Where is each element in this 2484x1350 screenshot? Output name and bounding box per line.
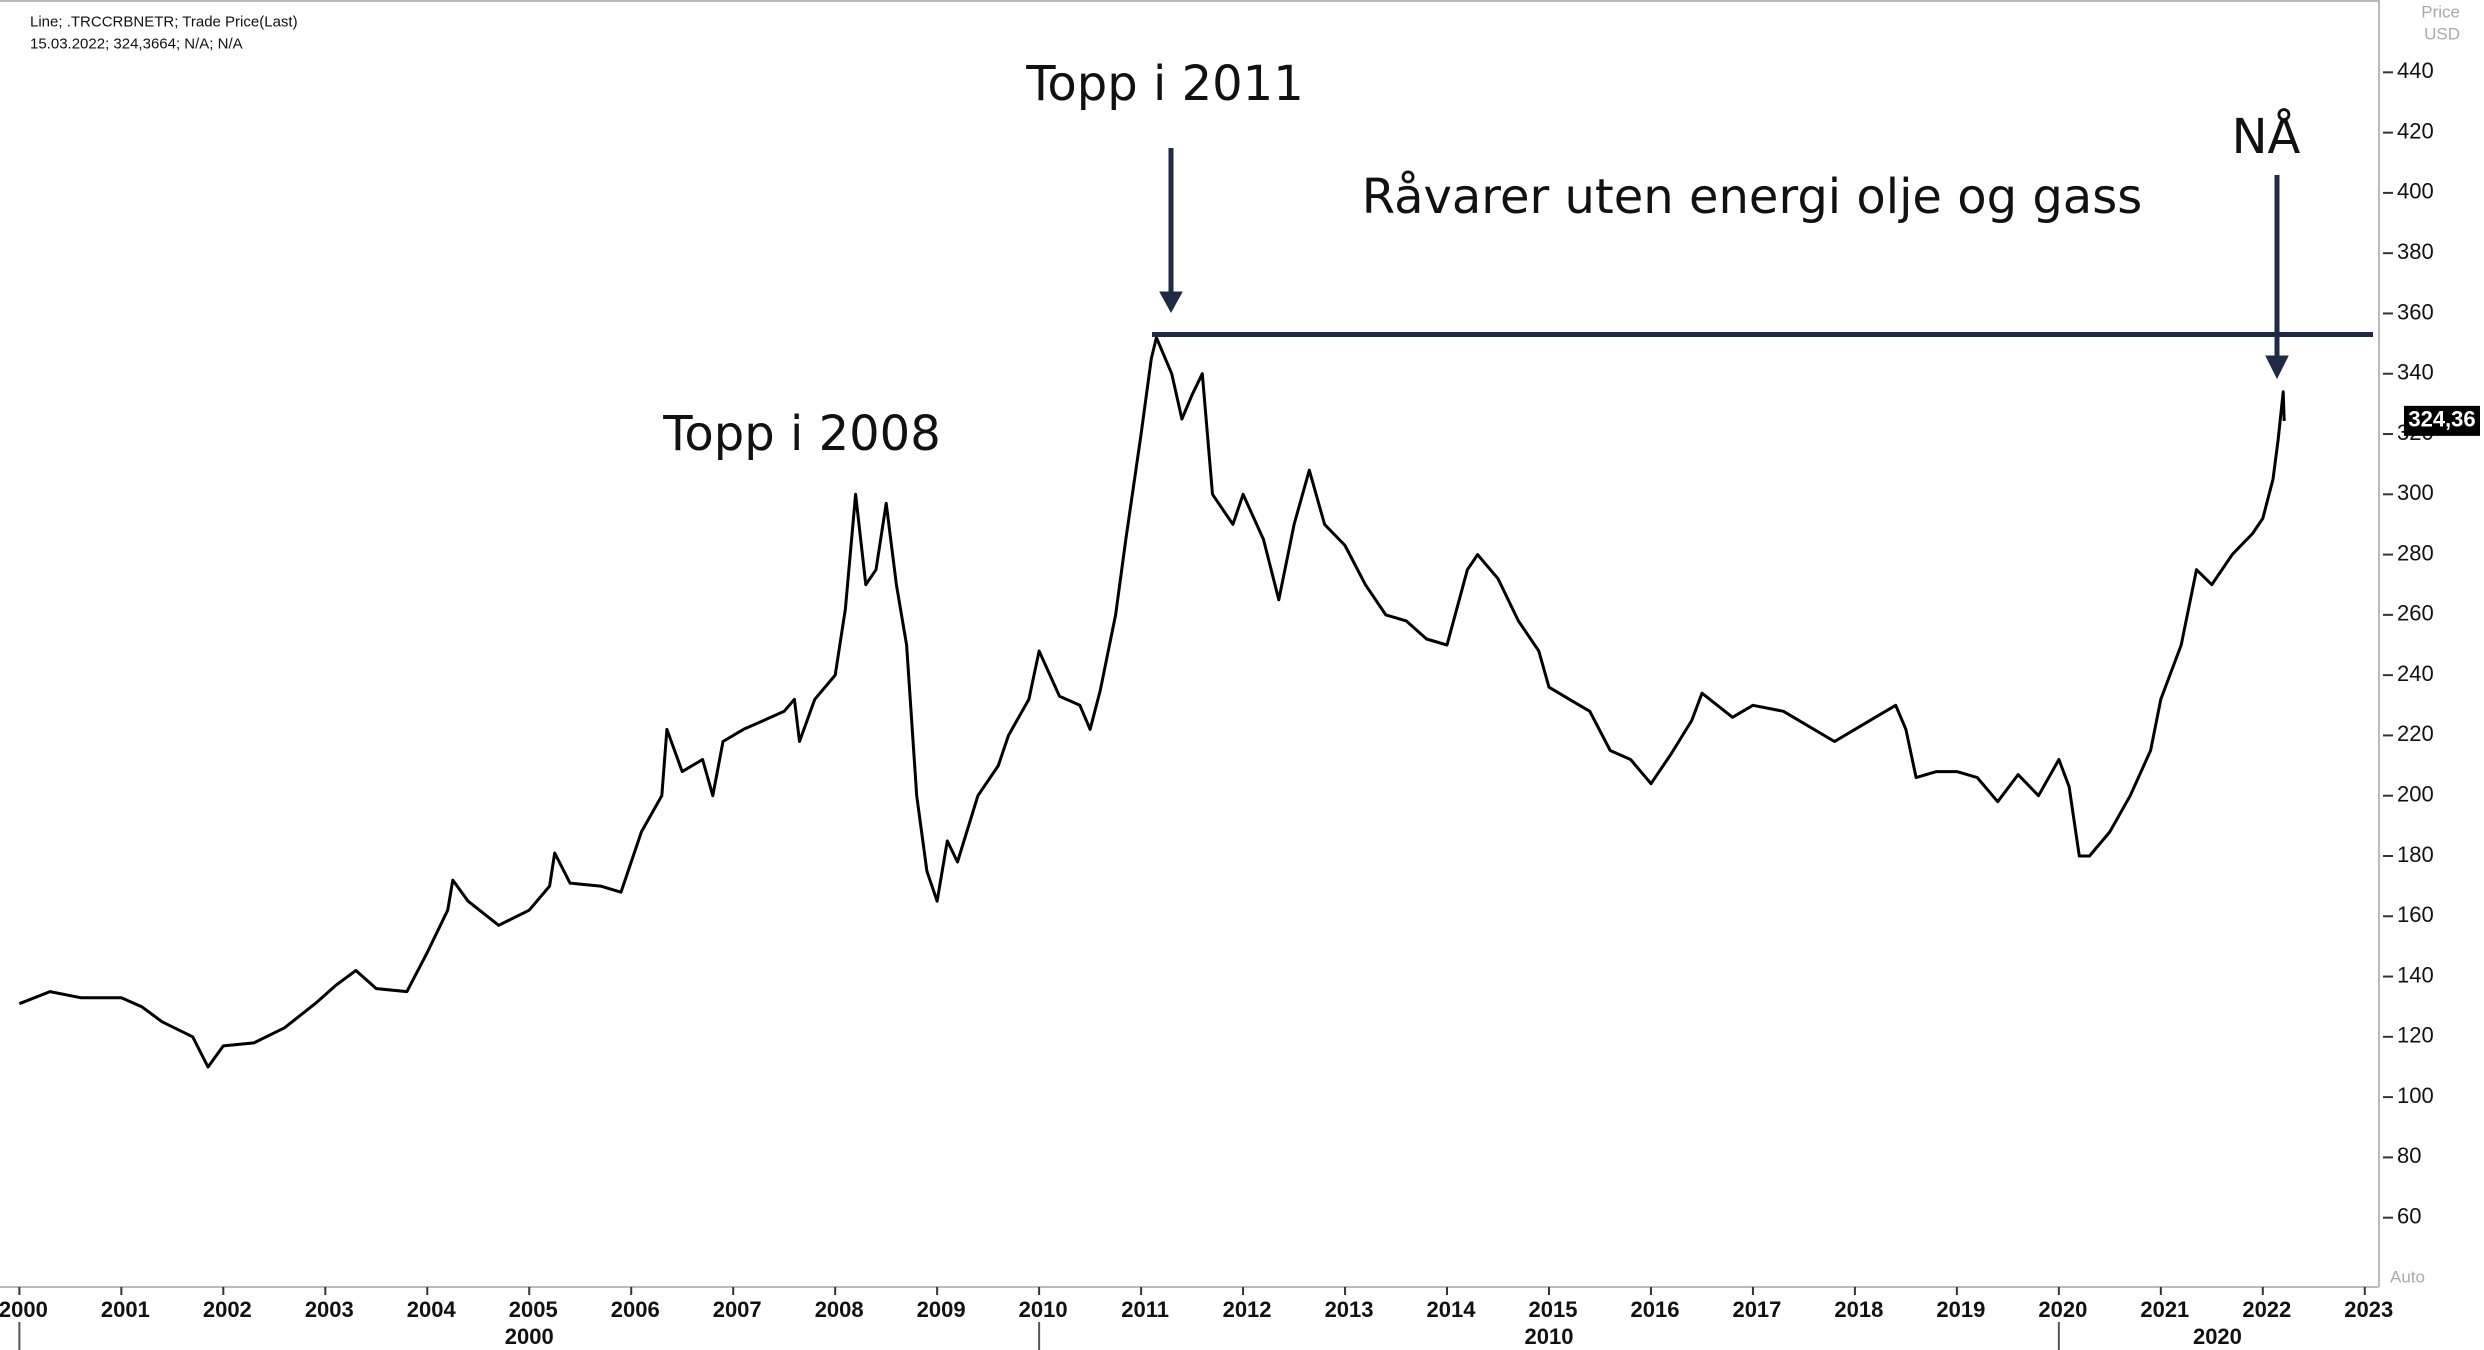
x-tick-label: 2007 — [713, 1297, 762, 1322]
arrows — [1159, 148, 2289, 380]
y-tick-label: 180 — [2397, 842, 2434, 867]
x-tick-label: 2003 — [305, 1297, 354, 1322]
y-tick-label: 440 — [2397, 58, 2434, 83]
x-tick-label: 2022 — [2242, 1297, 2291, 1322]
x-tick-label: 2010 — [1019, 1297, 1068, 1322]
x-tick-label: 2018 — [1834, 1297, 1883, 1322]
decade-label: 2010 — [1525, 1324, 1574, 1349]
y-tick-label: 160 — [2397, 902, 2434, 927]
annotation: Råvarer uten energi olje og gass — [1362, 169, 2142, 225]
x-tick-label: 2006 — [611, 1297, 660, 1322]
y-tick-label: 200 — [2397, 782, 2434, 807]
y-tick-label: 220 — [2397, 721, 2434, 746]
x-tick-label: 2008 — [815, 1297, 864, 1322]
annotation: NÅ — [2232, 108, 2301, 165]
y-tick-label: 80 — [2397, 1143, 2421, 1168]
x-tick-label: 2004 — [407, 1297, 457, 1322]
y-tick-label: 400 — [2397, 179, 2434, 204]
y-tick-label: 120 — [2397, 1023, 2434, 1048]
y-tick-label: 240 — [2397, 661, 2434, 686]
annotation: Topp i 2008 — [662, 406, 940, 462]
x-tick-label: 2020 — [2038, 1297, 2087, 1322]
x-tick-label: 2019 — [1936, 1297, 1985, 1322]
price-line — [18, 336, 2286, 1069]
y-axis-label: Price — [2421, 2, 2460, 21]
y-tick-label: 100 — [2397, 1083, 2434, 1108]
x-tick-label: 2009 — [917, 1297, 966, 1322]
x-tick-label: 2017 — [1732, 1297, 1781, 1322]
arrow-head — [1159, 291, 1183, 314]
x-tick-label: 2016 — [1630, 1297, 1679, 1322]
x-tick-label: 2013 — [1325, 1297, 1374, 1322]
y-tick-label: 280 — [2397, 540, 2434, 565]
header-line: Line; .TRCCRBNETR; Trade Price(Last) — [30, 13, 298, 30]
header-line: 15.03.2022; 324,3664; N/A; N/A — [30, 35, 243, 52]
x-tick-label: 2021 — [2140, 1297, 2189, 1322]
last-value-label: 324,36 — [2408, 407, 2475, 432]
x-tick-label: 2005 — [509, 1297, 558, 1322]
x-tick-label: 2014 — [1427, 1297, 1477, 1322]
y-tick-label: 360 — [2397, 299, 2434, 324]
x-tick-label: 2000 — [0, 1297, 48, 1322]
y-tick-label: 380 — [2397, 239, 2434, 264]
y-tick-label: 300 — [2397, 480, 2434, 505]
auto-label: Auto — [2390, 1267, 2425, 1286]
annotation: Topp i 2011 — [1025, 56, 1303, 112]
decade-label: 2000 — [505, 1324, 554, 1349]
y-tick-label: 420 — [2397, 118, 2434, 143]
y-tick-label: 340 — [2397, 360, 2434, 385]
x-tick-label: 2015 — [1529, 1297, 1578, 1322]
x-tick-label: 2023 — [2344, 1297, 2393, 1322]
x-tick-label: 2002 — [203, 1297, 252, 1322]
decade-label: 2020 — [2193, 1324, 2242, 1349]
x-tick-label: 2011 — [1121, 1297, 1169, 1322]
x-tick-label: 2012 — [1223, 1297, 1272, 1322]
y-tick-label: 140 — [2397, 962, 2434, 987]
last-value-box — [2404, 405, 2480, 436]
y-tick-label: 260 — [2397, 601, 2434, 626]
y-axis-label: USD — [2424, 24, 2460, 43]
x-tick-label: 2001 — [101, 1297, 150, 1322]
y-tick-label: 60 — [2397, 1203, 2421, 1228]
arrow-head — [2265, 355, 2289, 380]
